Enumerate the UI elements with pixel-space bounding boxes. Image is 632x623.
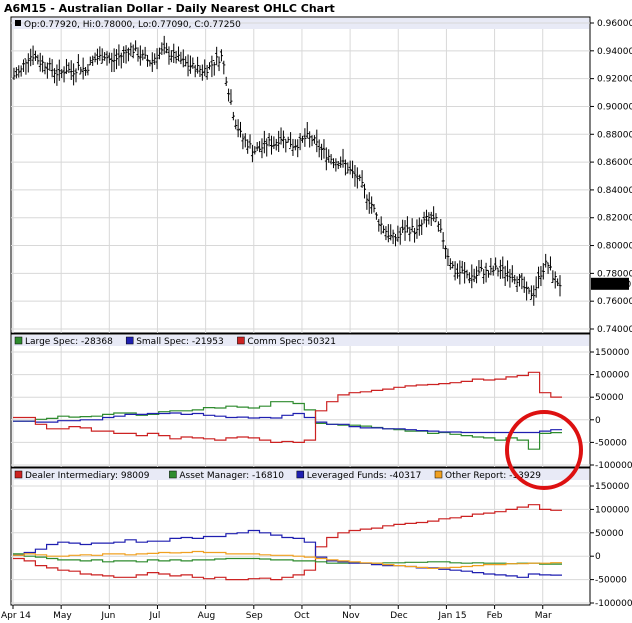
- y-tick-label: 0.94000: [597, 47, 632, 57]
- series-large-spec: [13, 401, 562, 450]
- x-tick-label: Mar: [535, 611, 552, 621]
- x-tick-label: Feb: [487, 611, 503, 621]
- x-tick-label: Oct: [294, 611, 310, 621]
- series-asset-manager: [13, 553, 562, 565]
- panel-frame: [10, 333, 591, 468]
- legend-label: Large Spec: -28368: [25, 337, 113, 347]
- x-tick-label: Jun: [100, 611, 115, 621]
- legend-label: Asset Manager: -16810: [179, 471, 284, 481]
- y-tick-label: 0.86000: [597, 158, 632, 168]
- legend-swatch: [14, 470, 23, 479]
- y-tick-label: 0.84000: [597, 186, 632, 196]
- legend-label: Dealer Intermediary: 98009: [25, 471, 150, 481]
- series-other-report: [13, 550, 562, 569]
- x-tick-label: Dec: [390, 611, 407, 621]
- ohlc-legend-swatch: [15, 20, 21, 26]
- y-tick-label: -50000: [595, 576, 627, 586]
- annotation-circle: [505, 410, 583, 490]
- legend-swatch: [14, 336, 23, 345]
- x-tick-label: Nov: [342, 611, 360, 621]
- x-tick-label: Jan 15: [437, 611, 466, 621]
- x-axis: Apr 14 May Jun Jul Aug Sep Oct Nov Dec Jan 15 Feb M…: [1, 605, 552, 621]
- x-tick-label: Sep: [246, 611, 263, 621]
- y-tick-label: 150000: [595, 348, 630, 358]
- legend-label: Comm Spec: 50321: [247, 337, 336, 347]
- series-dealer-intermediary: [13, 504, 562, 581]
- y-tick-label: 0: [595, 416, 601, 426]
- y-tick-label: 0.92000: [597, 75, 632, 85]
- y-tick-label: 0.88000: [597, 130, 632, 140]
- y-tick-label: 0.78000: [597, 269, 632, 279]
- series-comm-spec: [13, 371, 562, 443]
- y-tick-label: 50000: [595, 393, 624, 403]
- panel-frame: [10, 467, 591, 606]
- legend-swatch: [434, 470, 443, 479]
- y-tick-label: 0.76000: [597, 297, 632, 307]
- chart-title: A6M15 - Australian Dollar - Daily Neares…: [4, 2, 335, 15]
- price-panel: 0.74000 0.76000 0.78000 0.80000 0.82000 0.840…: [10, 16, 632, 335]
- legend-label: Other Report: -13929: [445, 471, 541, 481]
- legend-swatch: [237, 336, 245, 345]
- series-small-spec: [13, 412, 562, 434]
- panel-frame: [10, 16, 591, 334]
- ohlc-readout: Op:0.77920, Hi:0.78000, Lo:0.77090, C:0.…: [24, 20, 241, 30]
- y-tick-label: 0.80000: [597, 242, 632, 252]
- last-price-label: 0.77250: [594, 280, 631, 290]
- legend-swatch: [169, 470, 177, 479]
- x-tick-label: Aug: [198, 611, 216, 621]
- y-tick-label: -50000: [595, 438, 627, 448]
- y-tick-label: 100000: [595, 505, 630, 515]
- legend-label: Small Spec: -21953: [136, 337, 224, 347]
- legend-swatch: [125, 336, 134, 345]
- y-tick-label: 0.96000: [597, 19, 632, 29]
- y-tick-label: 150000: [595, 482, 630, 492]
- x-tick-label: Apr 14: [1, 611, 31, 621]
- y-tick-label: 0: [595, 552, 601, 562]
- y-tick-label: 0.82000: [597, 214, 632, 224]
- y-tick-label: 0.74000: [597, 325, 632, 335]
- last-price-marker: [591, 277, 629, 290]
- tff-panel: -100000 -50000 0 50000 100000 150000 Dealer In…: [10, 467, 632, 609]
- annotation-layer: [505, 410, 583, 490]
- x-tick-label: Jul: [148, 611, 160, 621]
- x-tick-label: May: [53, 611, 72, 621]
- legend-label: Leveraged Funds: -40317: [307, 471, 422, 481]
- legend-swatch: [296, 470, 305, 479]
- y-tick-label: 50000: [595, 529, 624, 539]
- series-leveraged-funds: [13, 529, 562, 578]
- panel-header-band: [12, 335, 589, 346]
- y-tick-label: -100000: [595, 461, 632, 471]
- y-tick-label: 0.90000: [597, 102, 632, 112]
- y-tick-label: 100000: [595, 371, 630, 381]
- commitment-panel: -100000 -50000 0 50000 100000 150000 Large Spe…: [10, 333, 632, 471]
- y-tick-label: -100000: [595, 599, 632, 609]
